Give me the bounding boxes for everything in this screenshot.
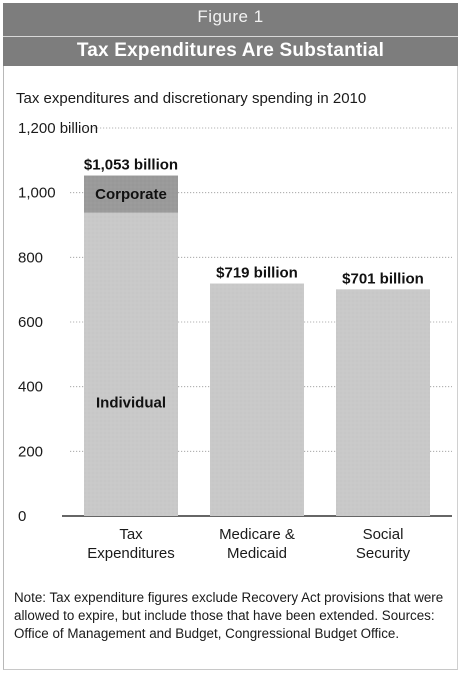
bar-texture — [336, 289, 430, 516]
header-divider — [3, 36, 458, 37]
figure-title: Tax Expenditures Are Substantial — [76, 40, 385, 61]
bars — [84, 175, 430, 517]
bar-texture — [210, 283, 304, 516]
bar-labels: $1,053 billion $719 billion $701 billion Co… — [84, 157, 424, 412]
bar-texture — [84, 212, 178, 517]
y-tick-label: 600 — [18, 314, 43, 331]
category-label: Tax Expenditures — [87, 526, 175, 562]
y-tick-label: 200 — [18, 443, 43, 460]
segment-label-individual: Individual — [96, 394, 166, 411]
value-label: $701 billion — [342, 270, 424, 287]
value-label: $719 billion — [216, 265, 298, 282]
category-label: Social Security — [356, 526, 411, 562]
figure-frame — [3, 3, 458, 670]
x-axis-categories: Tax Expenditures Medicare & Medicaid Social S… — [87, 526, 410, 562]
bar-texture — [84, 175, 178, 213]
figure-label: Figure 1 — [197, 7, 264, 26]
y-axis-ticks: 0 200 400 600 800 1,000 1,200 billion — [18, 120, 98, 525]
chart-subtitle: Tax expenditures and discretionary spend… — [16, 90, 367, 107]
y-tick-label: 0 — [18, 508, 26, 525]
value-label: $1,053 billion — [84, 157, 178, 174]
y-tick-label: 1,000 — [18, 185, 56, 202]
y-tick-label: 1,200 billion — [18, 120, 98, 137]
segment-label-corporate: Corporate — [95, 186, 167, 203]
y-tick-label: 800 — [18, 249, 43, 266]
figure-header: Figure 1 Tax Expenditures Are Substantia… — [3, 3, 458, 66]
category-label: Medicare & Medicaid — [219, 526, 295, 562]
y-tick-label: 400 — [18, 379, 43, 396]
chart-note: Note: Tax expenditure figures exclude Re… — [14, 590, 444, 641]
